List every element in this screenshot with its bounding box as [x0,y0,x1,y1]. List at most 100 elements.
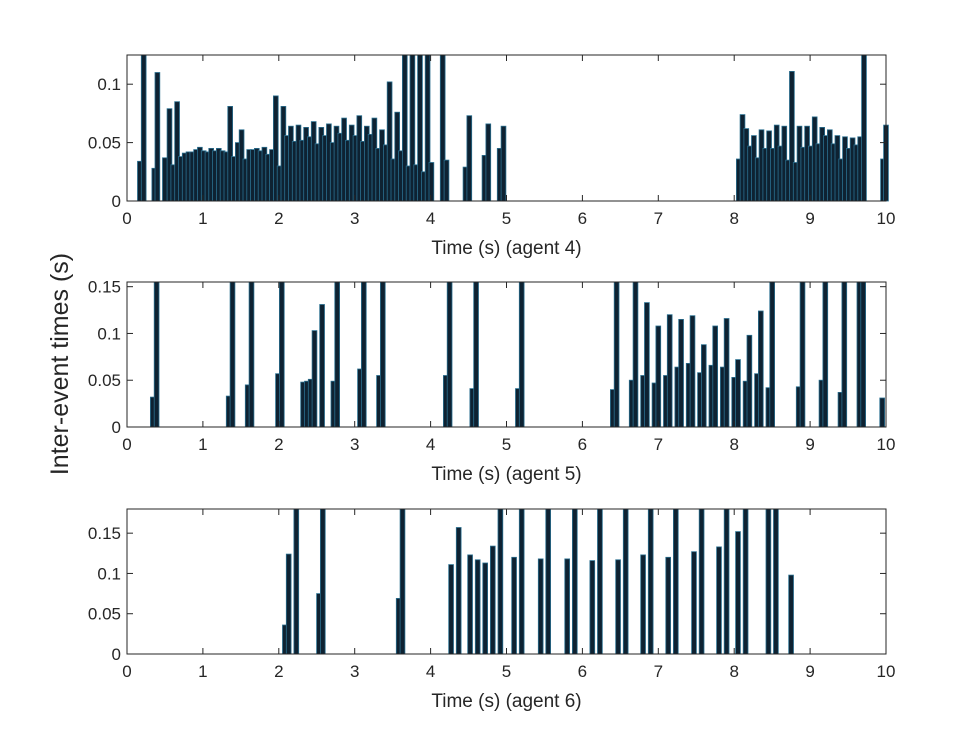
bar [788,574,794,655]
x-axis-label: Time (s) (agent 6) [431,691,581,712]
x-tick-label: 4 [426,662,435,681]
bar [841,281,848,428]
x-tick-label: 2 [274,662,283,681]
bar [640,554,646,655]
bar [311,330,318,428]
x-tick-label: 4 [426,209,435,228]
bar [666,314,673,428]
bar [497,508,504,655]
bar [489,545,496,655]
bar [615,559,621,655]
x-tick-label: 6 [578,662,587,681]
bar [455,527,462,655]
bar [485,123,492,202]
bar [758,310,764,428]
bar [746,334,753,428]
bar [500,125,507,202]
x-tick-label: 5 [502,435,511,454]
bar [632,281,639,428]
bar [153,281,160,428]
bar [285,553,292,655]
x-tick-label: 3 [350,662,359,681]
bar [379,281,386,428]
x-tick-label: 7 [654,662,663,681]
bar [229,281,236,428]
bar [701,344,707,428]
x-tick-label: 4 [426,435,435,454]
bar [545,508,551,655]
bar [665,556,671,655]
bar [564,558,570,655]
bar [511,556,517,655]
x-tick-label: 2 [274,435,283,454]
bar [644,302,650,428]
x-tick-label: 3 [350,435,359,454]
x-tick-label: 9 [805,435,814,454]
x-tick-label: 1 [198,209,207,228]
y-tick-label: 0 [112,645,121,664]
subplot-agent-6: 0 1 2 3 4 5 6 7 8 9 10 0 0.05 0.1 0.15 Time (s) (agent … [88,508,895,712]
y-tick-label: 0.05 [88,371,121,390]
bar [613,281,620,428]
subplot-agent-5: 0 1 2 3 4 5 6 7 8 9 10 0 0.05 0.1 0.15 Time (s) (agent … [88,278,896,485]
bar [799,281,806,428]
bar [622,508,629,655]
bar [698,508,705,655]
bar [742,508,749,655]
bar [428,162,435,202]
bar [443,159,450,202]
x-tick-label: 0 [122,209,131,228]
x-tick-label: 8 [729,435,738,454]
bar [861,54,867,202]
bar [278,281,285,428]
y-tick-label: 0.1 [97,75,121,94]
bar [655,325,662,428]
bar [723,318,730,428]
x-tick-label: 6 [578,209,587,228]
bar [769,281,775,428]
x-tick-label: 10 [877,435,896,454]
x-tick-label: 2 [274,209,283,228]
x-tick-label: 1 [198,662,207,681]
bar [735,531,741,655]
bar [448,564,454,655]
x-tick-label: 7 [654,209,663,228]
bar [473,281,479,428]
x-tick-label: 7 [654,435,663,454]
y-tick-label: 0.1 [97,564,121,583]
bar [860,281,866,428]
bar [140,54,147,202]
bar [879,397,885,428]
bar [466,115,473,202]
x-tick-label: 5 [502,209,511,228]
bar [773,508,779,655]
bar [689,315,696,428]
bar [572,508,578,655]
bar [765,508,772,655]
x-tick-label: 5 [502,662,511,681]
x-tick-label: 6 [578,435,587,454]
x-tick-label: 9 [805,209,814,228]
axes-box [126,508,887,655]
y-tick-label: 0.05 [88,134,121,153]
bar [474,559,481,655]
y-tick-label: 0.05 [88,605,121,624]
bar [712,325,718,428]
bar [399,508,406,655]
bar [589,560,596,655]
x-tick-label: 0 [122,662,131,681]
y-tick-label: 0 [112,192,121,211]
bar [360,281,367,428]
x-tick-label: 8 [729,662,738,681]
x-axis-label: Time (s) (agent 4) [431,238,581,259]
bar [673,508,679,655]
bar [647,508,654,655]
y-tick-label: 0 [112,418,121,437]
x-axis-label: Time (s) (agent 5) [431,464,581,485]
y-tick-label: 0.15 [88,278,121,297]
bar [597,508,603,655]
subplot-agent-4: 0 1 2 3 4 5 6 7 8 9 10 0 0.05 0.1 Time (s) (agent 4) [88,54,895,259]
bar [735,359,741,428]
bar [518,281,525,428]
